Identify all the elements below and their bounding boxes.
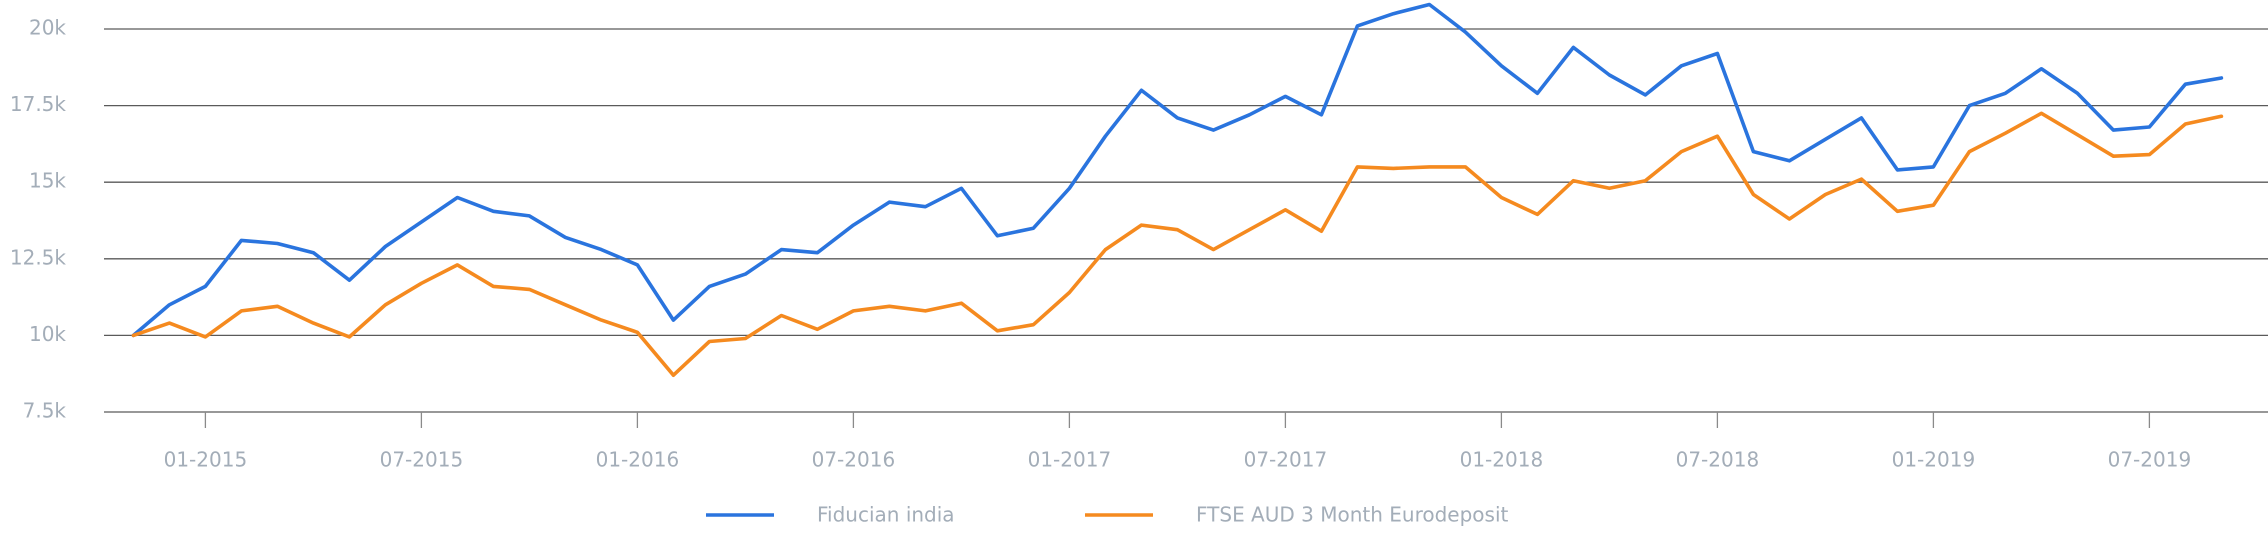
y-tick-label: 15k	[29, 169, 66, 193]
x-tick-label: 01-2017	[1028, 448, 1112, 472]
x-tick-label: 07-2016	[812, 448, 896, 472]
x-tick-label: 01-2018	[1460, 448, 1544, 472]
y-tick-label: 20k	[29, 16, 66, 40]
legend-label: Fiducian india	[817, 503, 955, 527]
y-tick-label: 7.5k	[23, 399, 67, 423]
y-tick-label: 17.5k	[10, 92, 67, 116]
y-tick-label: 12.5k	[10, 245, 67, 269]
legend-label: FTSE AUD 3 Month Eurodeposit	[1196, 503, 1509, 527]
x-tick-label: 01-2015	[164, 448, 248, 472]
x-tick-label: 07-2017	[1244, 448, 1328, 472]
x-tick-label: 07-2015	[380, 448, 464, 472]
x-tick-label: 01-2019	[1892, 448, 1976, 472]
y-tick-label: 10k	[29, 322, 66, 346]
series-line	[131, 2, 2224, 338]
x-tick-label: 07-2018	[1676, 448, 1760, 472]
x-tick-label: 07-2019	[2108, 448, 2192, 472]
x-tick-label: 01-2016	[596, 448, 680, 472]
series-line	[131, 111, 2224, 378]
